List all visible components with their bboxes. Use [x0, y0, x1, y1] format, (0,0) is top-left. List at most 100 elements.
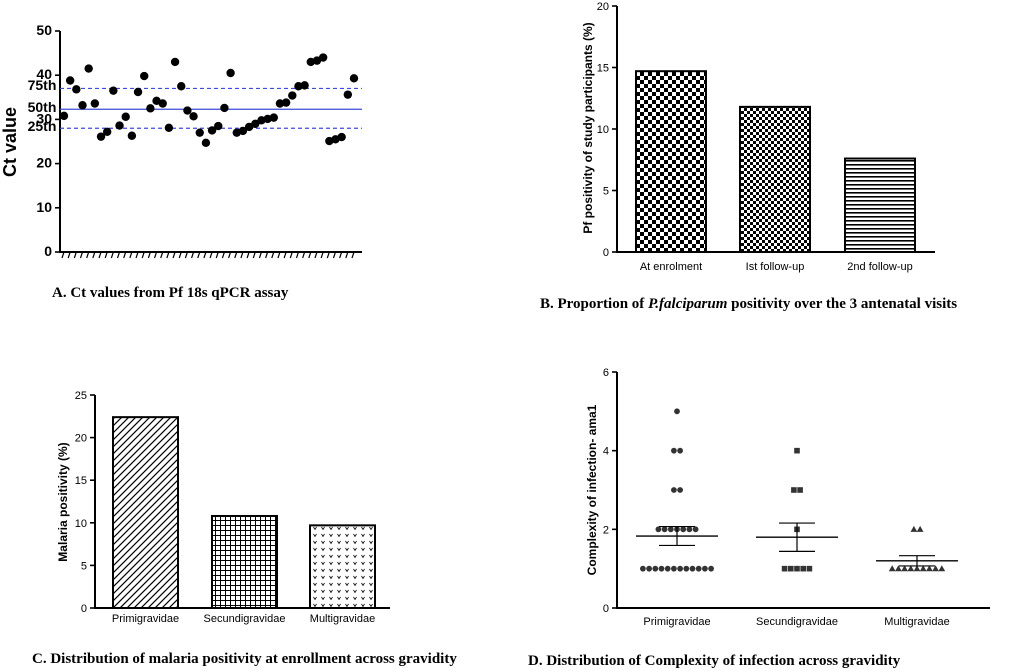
panel-d-point: [919, 565, 927, 572]
panel-a-xtick: [320, 251, 324, 259]
panel-d-point: [674, 408, 680, 415]
panel-a-point: [84, 64, 93, 73]
panel-a-point: [133, 87, 143, 97]
panel-c-xtick-label: Secundigravidae: [204, 613, 286, 625]
panel-a-xtick: [351, 251, 355, 259]
panel-d-caption: D. Distribution of Complexity of infecti…: [528, 653, 901, 669]
panel-a-xtick: [345, 251, 349, 259]
panel-a-xtick: [228, 251, 232, 259]
panel-a-xtick: [166, 251, 170, 259]
panel-d-point: [677, 565, 683, 572]
panel-d-point: [652, 565, 659, 572]
panel-b-caption-post: positivity over the 3 antenatal visits: [727, 296, 957, 312]
panel-d-point: [901, 565, 908, 572]
panel-a-xtick: [289, 251, 293, 259]
panel-d-point: [781, 565, 788, 572]
panel-a-point: [183, 106, 192, 115]
panel-a-xtick: [141, 251, 145, 259]
panel-b-ytick-label: 10: [597, 124, 609, 136]
panel-a-percentile-label: 75th: [28, 77, 57, 93]
panel-a-xtick: [197, 251, 201, 259]
panel-b-caption-pre: B. Proportion of: [540, 296, 648, 312]
panel-a-xtick: [252, 251, 256, 259]
panel-d-point: [671, 565, 677, 572]
panel-d-xtick-label: Primigravidae: [643, 616, 710, 628]
panel-a-xtick: [129, 251, 133, 259]
panel-b-ytick-label: 15: [597, 63, 609, 75]
panel-a-xtick: [110, 251, 114, 259]
panel-a-ytick-label: 40: [36, 66, 52, 82]
panel-a-point: [109, 86, 118, 95]
panel-d-point: [916, 525, 924, 532]
panel-d-point: [683, 565, 690, 572]
panel-c-bar: [211, 514, 278, 610]
panel-d-point: [640, 565, 646, 572]
panel-a-point: [146, 104, 155, 113]
panel-d-point: [791, 487, 797, 493]
panel-a-point: [238, 126, 248, 136]
panel-d-ytick-label: 6: [603, 367, 609, 379]
panel-a-xtick: [147, 251, 151, 259]
panel-b-ytick-label: 20: [597, 1, 609, 13]
panel-a-percentile-label: 25th: [28, 118, 57, 134]
panel-a-ytick-label: 50: [36, 22, 52, 38]
panel-d-point: [702, 565, 708, 572]
panel-a-xtick: [92, 251, 96, 259]
panel-a-point: [170, 57, 180, 67]
panel-d-point: [913, 565, 921, 572]
panel-c: 0 5 10 15 20 25 Primigravidae Secundigravidae Mu…: [32, 390, 457, 667]
panel-a-ylabel: Ct value: [0, 107, 20, 177]
panel-a-xtick: [191, 251, 195, 259]
panel-d-point: [646, 565, 652, 572]
panel-d-point: [926, 565, 933, 572]
panel-b-bar: [844, 157, 916, 254]
panel-d-point: [661, 526, 668, 533]
panel-a-point: [158, 99, 167, 108]
panel-d-xtick-label: Multigravidae: [884, 616, 949, 628]
panel-b-bar: [635, 70, 707, 253]
panel-a-xtick: [67, 251, 71, 259]
panel-a-point: [90, 99, 100, 108]
panel-d-marks: 0 2 4 6 Primigravidae Secundigravidae Multigra…: [603, 367, 990, 628]
panel-a-point: [251, 119, 260, 129]
panel-c-ylabel: Malaria positivity (%): [56, 442, 70, 561]
panel-a-xtick: [160, 251, 164, 259]
panel-c-ytick-label: 5: [81, 560, 87, 572]
panel-a-point: [164, 123, 174, 132]
panel-a-point: [318, 53, 328, 62]
panel-a-xtick: [184, 251, 188, 259]
panel-a-xtick: [221, 251, 225, 259]
panel-a-point: [127, 131, 137, 140]
panel-a-point: [269, 113, 278, 122]
panel-a-point: [281, 98, 291, 107]
panel-c-ytick-label: 10: [75, 518, 87, 530]
panel-a-point: [275, 99, 285, 108]
panel-a-ytick-label: 30: [36, 110, 52, 126]
panel-a-xtick: [234, 251, 238, 259]
panel-a-xtick: [265, 251, 269, 259]
panel-a-xtick: [240, 251, 244, 259]
panel-c-ytick-label: 20: [75, 433, 87, 445]
panel-b-xtick-label: At enrolment: [640, 261, 702, 273]
panel-a-point: [140, 71, 149, 81]
panel-c-xtick-label: Primigravidae: [112, 613, 179, 625]
panel-a-point: [72, 85, 81, 94]
panel-a-xtick: [339, 251, 343, 259]
panel-a-xtick: [215, 251, 219, 259]
panel-c-ytick-label: 0: [81, 603, 87, 615]
panel-a-xtick: [203, 251, 207, 259]
panel-a-point: [121, 112, 130, 121]
panel-a-xtick: [283, 251, 287, 259]
panel-b-caption: B. Proportion of P.falciparum positivity…: [540, 296, 957, 312]
panel-a-xtick: [302, 251, 306, 259]
panel-d-point: [667, 526, 674, 533]
panel-a-point: [59, 111, 69, 121]
panel-a-point: [226, 68, 235, 78]
panel-d-point: [794, 447, 800, 454]
panel-c-bar: [112, 416, 179, 610]
panel-d-point: [907, 565, 915, 572]
panel-a-point: [189, 112, 198, 121]
panel-a-xtick: [178, 251, 182, 259]
panel-a-xtick: [295, 251, 300, 259]
